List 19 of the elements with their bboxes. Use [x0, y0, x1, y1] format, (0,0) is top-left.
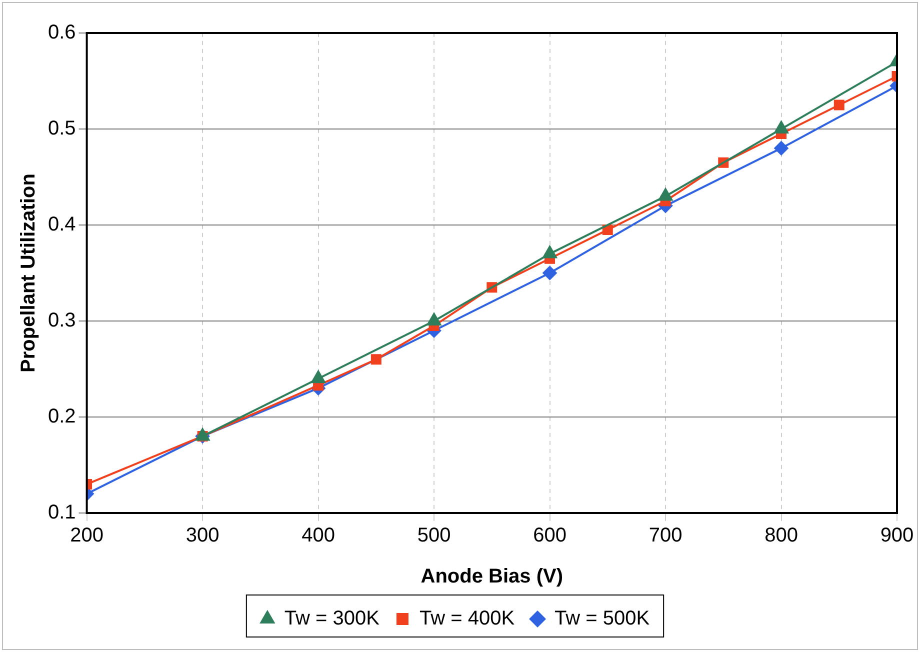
- y-tick-label: 0.3: [48, 310, 76, 332]
- x-tick-label: 600: [533, 524, 566, 547]
- y-tick-label: 0.5: [48, 118, 76, 140]
- legend-label: Tw = 300K: [284, 608, 380, 630]
- x-tick-label: 300: [186, 524, 220, 547]
- y-tick-label: 0.2: [48, 406, 76, 428]
- x-tick-label: 200: [70, 524, 104, 547]
- legend-label: Tw = 400K: [419, 608, 516, 630]
- x-tick-label: 700: [648, 524, 682, 547]
- x-tick-label: 400: [302, 524, 335, 547]
- y-tick-label: 0.6: [48, 22, 76, 44]
- x-axis-title: Anode Bias (V): [420, 566, 564, 588]
- legend-label: Tw = 500K: [554, 608, 650, 630]
- y-tick-label: 0.1: [48, 502, 76, 524]
- x-tick-label: 500: [417, 524, 451, 547]
- y-tick-label: 0.4: [48, 214, 76, 236]
- x-tick-label: 900: [880, 524, 914, 547]
- y-axis-title: Propellant Utilization: [18, 174, 40, 372]
- x-tick-label: 800: [764, 524, 798, 547]
